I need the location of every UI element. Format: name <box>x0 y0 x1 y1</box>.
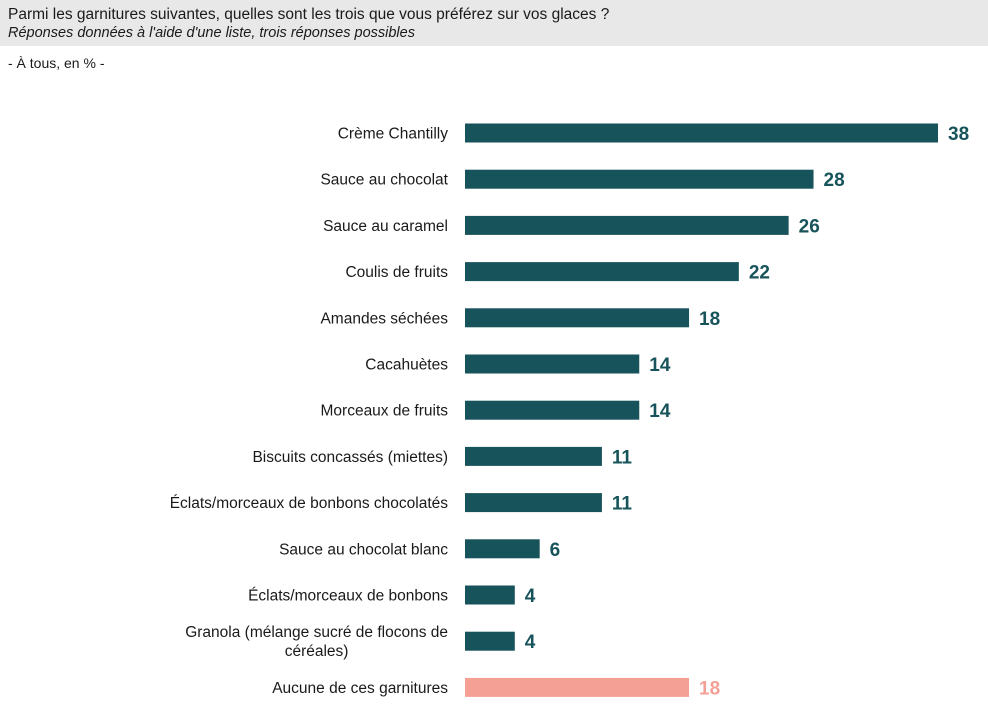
value-label: 14 <box>649 401 671 422</box>
category-label: Cacahuètes <box>365 357 448 374</box>
value-label: 26 <box>799 216 820 237</box>
category-label: Éclats/morceaux de bonbons chocolatés <box>170 495 449 512</box>
category-label: Crème Chantilly <box>338 126 449 143</box>
bar <box>465 446 602 466</box>
question-text: Parmi les garnitures suivantes, quelles … <box>8 6 610 23</box>
value-label: 11 <box>612 447 633 468</box>
value-label: 11 <box>612 494 633 515</box>
category-label: Biscuits concassés (miettes) <box>252 449 448 466</box>
value-label: 14 <box>649 355 671 376</box>
category-label-line: céréales) <box>285 643 349 660</box>
category-label: Coulis de fruits <box>345 264 448 281</box>
value-label: 4 <box>525 632 536 653</box>
bar <box>465 215 789 235</box>
category-label: Éclats/morceaux de bonbons <box>248 588 448 605</box>
category-label: Sauce au chocolat blanc <box>279 541 448 558</box>
value-label: 18 <box>699 309 720 330</box>
category-label: Morceaux de fruits <box>321 403 449 420</box>
instruction-text: Réponses données à l'aide d'une liste, t… <box>8 25 415 41</box>
value-label: 4 <box>525 586 536 607</box>
bar <box>465 354 640 374</box>
base-note: - À tous, en % - <box>8 55 105 71</box>
bar <box>465 262 739 282</box>
value-label: 18 <box>699 678 720 699</box>
bar <box>465 631 515 651</box>
value-label: 22 <box>749 263 770 284</box>
category-label: Sauce au chocolat <box>320 172 448 189</box>
bar <box>465 677 690 697</box>
question-band: Parmi les garnitures suivantes, quelles … <box>0 0 988 46</box>
bar <box>465 123 938 143</box>
category-label: Sauce au caramel <box>323 218 448 235</box>
category-label-line: Granola (mélange sucré de flocons de <box>185 624 448 641</box>
bar <box>465 400 640 420</box>
bar <box>465 169 814 189</box>
category-label: Granola (mélange sucré de flocons de céré… <box>185 624 448 660</box>
value-label: 28 <box>824 170 845 191</box>
bar <box>465 308 690 328</box>
category-label: Amandes séchées <box>320 310 448 327</box>
value-label: 6 <box>550 540 561 561</box>
value-label: 38 <box>948 124 969 145</box>
bar <box>465 539 540 559</box>
category-label: Aucune de ces garnitures <box>272 680 448 697</box>
bar <box>465 585 515 605</box>
bar <box>465 493 602 513</box>
